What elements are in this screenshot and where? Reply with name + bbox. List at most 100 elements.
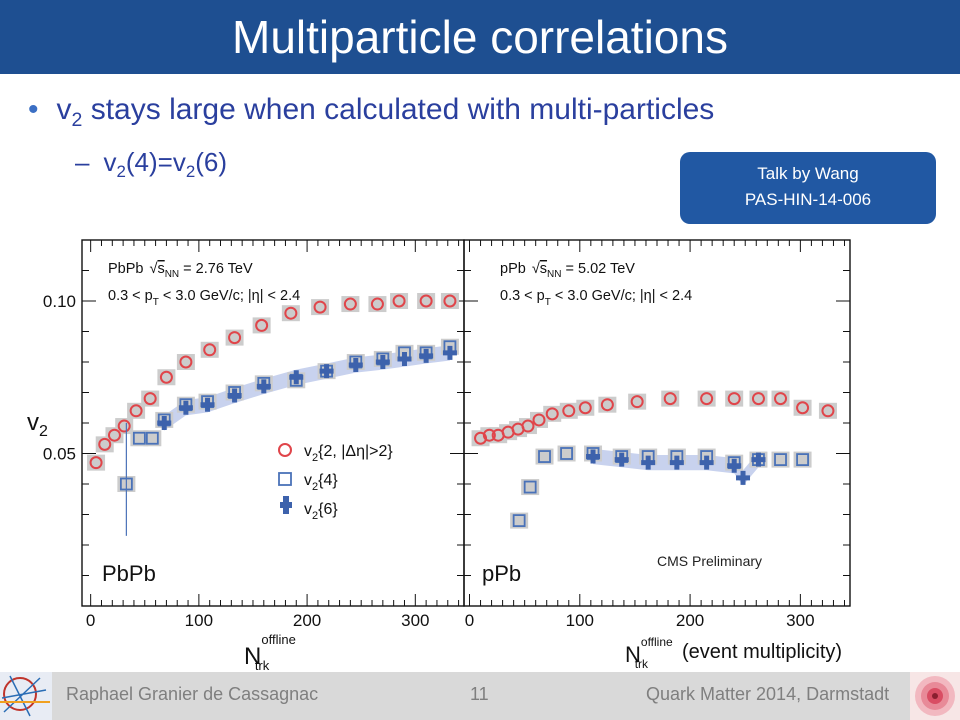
pbpb-x-tick-label: 200 [293,611,321,630]
ppb-v22-point [532,413,546,427]
pbpb-v22-point [89,456,103,470]
conference-rosette-icon [910,672,960,720]
ppb-v22-point [663,392,677,406]
pbpb-v26-point [348,358,363,373]
ppb-v24-point [512,514,526,528]
sub-bullet: – v2(4)=v2(6) [75,142,227,192]
pbpb-v22-point [313,300,327,314]
ppb-v22-point [521,419,535,433]
ppb-v24-point [796,453,809,467]
ppb-v22-point [562,404,576,418]
pbpb-v26-point [200,397,215,412]
pbpb-info-line-2: 0.3 < pT < 3.0 GeV/c; |η| < 2.4 [108,288,300,308]
ppb-v24-point [538,450,551,463]
legend-entry-v22: v2{2, |Δη|>2} [304,443,393,464]
pbpb-y-tick-label: 0.05 [43,445,76,464]
ppb-v22-point [545,407,559,421]
ppb-x-tick-label: 200 [676,611,704,630]
legend-marker-v22 [278,443,292,457]
footer-conference: Quark Matter 2014, Darmstadt [646,684,890,704]
legend-marker-v24 [278,472,292,486]
ppb-v22-point [600,398,614,412]
pbpb-v22-point [370,297,384,311]
pbpb-v26-point [289,370,304,385]
ppb-v26-point [751,452,766,467]
pbpb-v26-point [442,345,457,360]
ppb-v26-point [614,452,629,467]
legend-entry-v24: v2{4} [304,472,338,493]
ppb-v22-point [796,401,810,415]
ppb-x-tick-label: 0 [465,611,474,630]
bullet-v-sub: 2 [71,108,83,131]
pbpb-v26-point [397,351,412,366]
pbpb-v24-point [145,431,159,445]
ppb-x-axis-label: Noffline trk [625,635,673,671]
ppb-panel: 0 100 200 300 [463,239,851,630]
ppb-v26-point [641,455,656,470]
sub-bullet-s1: 2 [116,161,126,181]
ppb-v22-point [774,392,788,406]
pbpb-v22-point [107,428,121,442]
bullet-text: stays large when calculated with multi-p… [82,93,715,126]
cms-logo-icon [0,672,52,720]
pbpb-v26-point [157,416,172,430]
pbpb-v26-point [256,379,271,394]
pbpb-v22-point [117,419,131,433]
pbpb-v22-point [143,392,157,406]
pbpb-v26-point [419,348,434,363]
ppb-v22-point [700,392,714,406]
x-axis-note: (event multiplicity) [682,641,842,663]
pbpb-v26-point [227,388,242,403]
footer-author: Raphael Granier de Cassagnac [66,684,319,704]
bullet-dot: • [28,93,39,126]
ppb-x-tick-label: 100 [566,611,594,630]
footer-page-number: 11 [470,684,489,704]
footer-bar: Raphael Granier de Cassagnac 11 Quark Ma… [0,672,960,720]
slide-title: Multiparticle correlations [232,11,728,63]
talk-line-1: Talk by Wang [757,164,859,183]
ppb-v22-point [482,428,496,442]
pbpb-info-line-1: PbPb √sNN = 2.76 TeV [108,261,253,280]
pbpb-y-tick-label: 0.10 [43,292,76,311]
pbpb-v22-point [129,404,143,418]
ppb-v24-sys-box [771,451,790,468]
pbpb-x-tick-label: 100 [185,611,213,630]
bullet-v: v [56,93,72,126]
title-bar [0,0,960,74]
ppb-v24-point [560,447,573,460]
sub-bullet-mid: (4)=v [125,147,186,177]
sub-bullet-s2: 2 [185,161,196,181]
ppb-v22-point [727,392,741,406]
ppb-v24-sys-box [557,445,576,462]
pbpb-v22-point [203,343,217,357]
pbpb-v22-point [343,297,357,311]
ppb-v26-point [669,455,684,470]
ppb-info-line-1: pPb √sNN = 5.02 TeV [500,261,635,280]
pbpb-v22-point [159,370,173,384]
pbpb-x-axis-label: Noffline trk [244,632,296,672]
ppb-v24-sys-box [521,479,540,496]
ppb-v24-sys-box [793,451,812,468]
pbpb-v22-point [443,294,457,308]
pbpb-v22-point [228,331,242,345]
legend-entry-v26: v2{6} [304,501,338,522]
legend-marker-v26 [280,496,292,514]
ppb-v24-sys-box [510,512,529,529]
pbpb-v22-point [419,294,433,308]
pbpb-x-tick-label: 0 [86,611,95,630]
pbpb-v24-point [132,431,146,445]
sub-bullet-v1: v [103,147,117,177]
pbpb-v24-sys-box [143,430,162,447]
pbpb-v22-point [98,437,112,451]
ppb-v24-point [523,480,537,494]
ppb-v24-sys-box [535,448,554,465]
ppb-v22-point [821,404,835,418]
cms-preliminary-label: CMS Preliminary [657,553,762,569]
ppb-v26-point [736,470,751,485]
pbpb-v24-point [119,477,133,491]
talk-line-2: PAS-HIN-14-006 [744,190,872,209]
ppb-v22-point [751,392,765,406]
pbpb-v26-point [178,400,193,415]
pbpb-v22-point [284,306,298,320]
ppb-v22-point [630,395,644,409]
